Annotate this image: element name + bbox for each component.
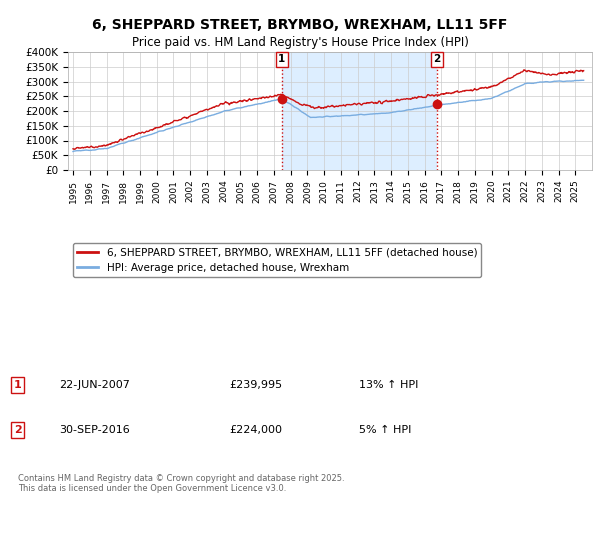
Text: Price paid vs. HM Land Registry's House Price Index (HPI): Price paid vs. HM Land Registry's House … (131, 36, 469, 49)
Text: 5% ↑ HPI: 5% ↑ HPI (359, 425, 411, 435)
Text: 2: 2 (434, 54, 441, 64)
Text: 1: 1 (278, 54, 286, 64)
Text: 22-JUN-2007: 22-JUN-2007 (59, 380, 130, 390)
Text: 1: 1 (14, 380, 22, 390)
Text: 6, SHEPPARD STREET, BRYMBO, WREXHAM, LL11 5FF: 6, SHEPPARD STREET, BRYMBO, WREXHAM, LL1… (92, 18, 508, 32)
Legend: 6, SHEPPARD STREET, BRYMBO, WREXHAM, LL11 5FF (detached house), HPI: Average pri: 6, SHEPPARD STREET, BRYMBO, WREXHAM, LL1… (73, 243, 481, 277)
Text: £239,995: £239,995 (229, 380, 283, 390)
Text: 30-SEP-2016: 30-SEP-2016 (59, 425, 130, 435)
Bar (282, 52, 437, 170)
Text: Contains HM Land Registry data © Crown copyright and database right 2025.
This d: Contains HM Land Registry data © Crown c… (18, 474, 344, 493)
Text: 13% ↑ HPI: 13% ↑ HPI (359, 380, 418, 390)
Text: 2: 2 (14, 425, 22, 435)
Text: £224,000: £224,000 (229, 425, 283, 435)
